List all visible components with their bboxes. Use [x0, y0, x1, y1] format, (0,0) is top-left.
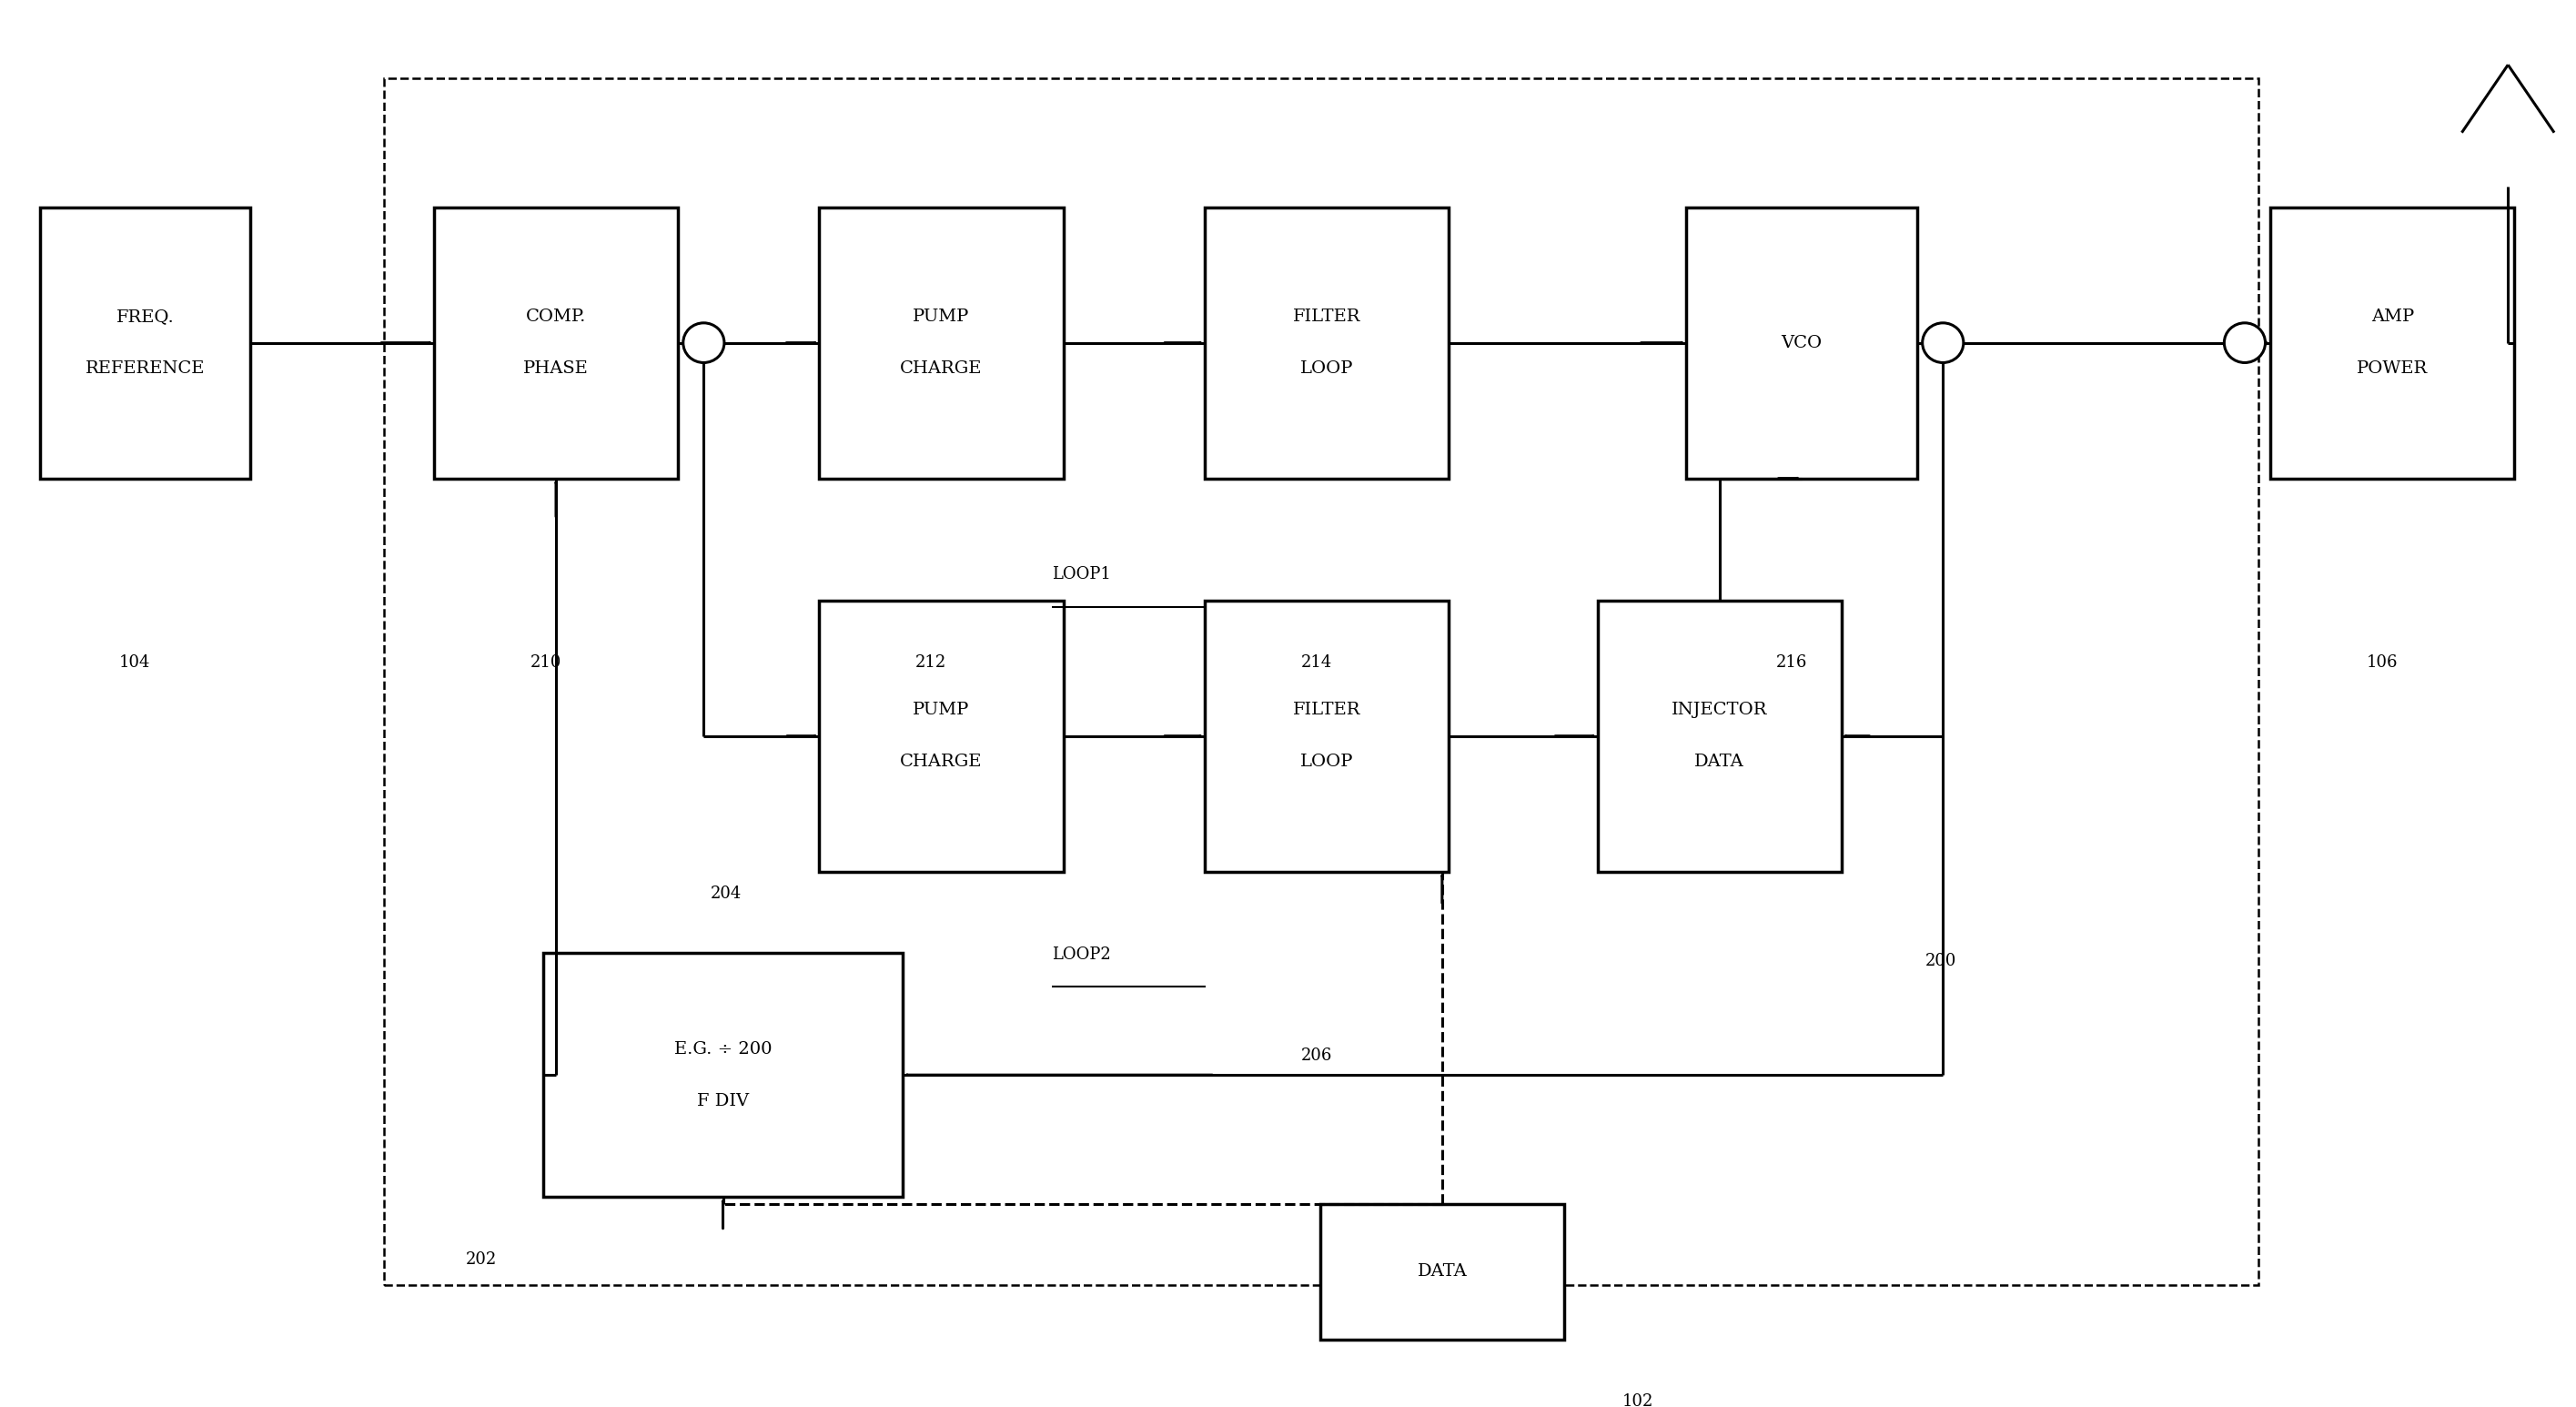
Text: PUMP: PUMP: [912, 308, 969, 325]
Bar: [433, 207, 677, 478]
Bar: [819, 601, 1064, 871]
Text: 216: 216: [1775, 654, 1808, 671]
Text: LOOP: LOOP: [1301, 360, 1352, 377]
Text: REFERENCE: REFERENCE: [85, 360, 206, 377]
Text: 102: 102: [1623, 1394, 1654, 1407]
Text: 214: 214: [1301, 654, 1332, 671]
Text: CHARGE: CHARGE: [899, 360, 981, 377]
Text: LOOP: LOOP: [1301, 754, 1352, 770]
Bar: [1206, 601, 1448, 871]
Bar: [1319, 1204, 1564, 1339]
Text: 104: 104: [118, 654, 149, 671]
Text: FREQ.: FREQ.: [116, 308, 175, 325]
Text: 210: 210: [531, 654, 562, 671]
Bar: [1206, 207, 1448, 478]
Text: POWER: POWER: [2357, 360, 2429, 377]
Text: PUMP: PUMP: [912, 702, 969, 719]
Text: COMP.: COMP.: [526, 308, 587, 325]
Text: 212: 212: [914, 654, 948, 671]
Bar: [39, 207, 250, 478]
Bar: [2269, 207, 2514, 478]
Bar: [1597, 601, 1842, 871]
Text: CHARGE: CHARGE: [899, 754, 981, 770]
Text: PHASE: PHASE: [523, 360, 590, 377]
Text: VCO: VCO: [1780, 335, 1821, 350]
Text: DATA: DATA: [1417, 1263, 1466, 1280]
Text: INJECTOR: INJECTOR: [1672, 702, 1767, 719]
Text: 106: 106: [2367, 654, 2398, 671]
Text: LOOP2: LOOP2: [1051, 946, 1110, 962]
Text: FILTER: FILTER: [1293, 702, 1360, 719]
Text: 200: 200: [1924, 953, 1955, 969]
Text: F DIV: F DIV: [698, 1093, 750, 1109]
Ellipse shape: [2223, 324, 2264, 363]
Text: DATA: DATA: [1695, 754, 1744, 770]
Text: LOOP1: LOOP1: [1051, 567, 1110, 582]
Ellipse shape: [683, 324, 724, 363]
Text: FILTER: FILTER: [1293, 308, 1360, 325]
Bar: [1687, 207, 1917, 478]
Bar: [544, 953, 902, 1197]
Ellipse shape: [1922, 324, 1963, 363]
Text: AMP: AMP: [2370, 308, 2414, 325]
Text: 206: 206: [1301, 1048, 1332, 1064]
Text: E.G. ÷ 200: E.G. ÷ 200: [675, 1041, 773, 1058]
Bar: [384, 79, 2259, 1285]
Text: 202: 202: [466, 1251, 497, 1268]
Bar: [819, 207, 1064, 478]
Text: 204: 204: [711, 885, 742, 902]
